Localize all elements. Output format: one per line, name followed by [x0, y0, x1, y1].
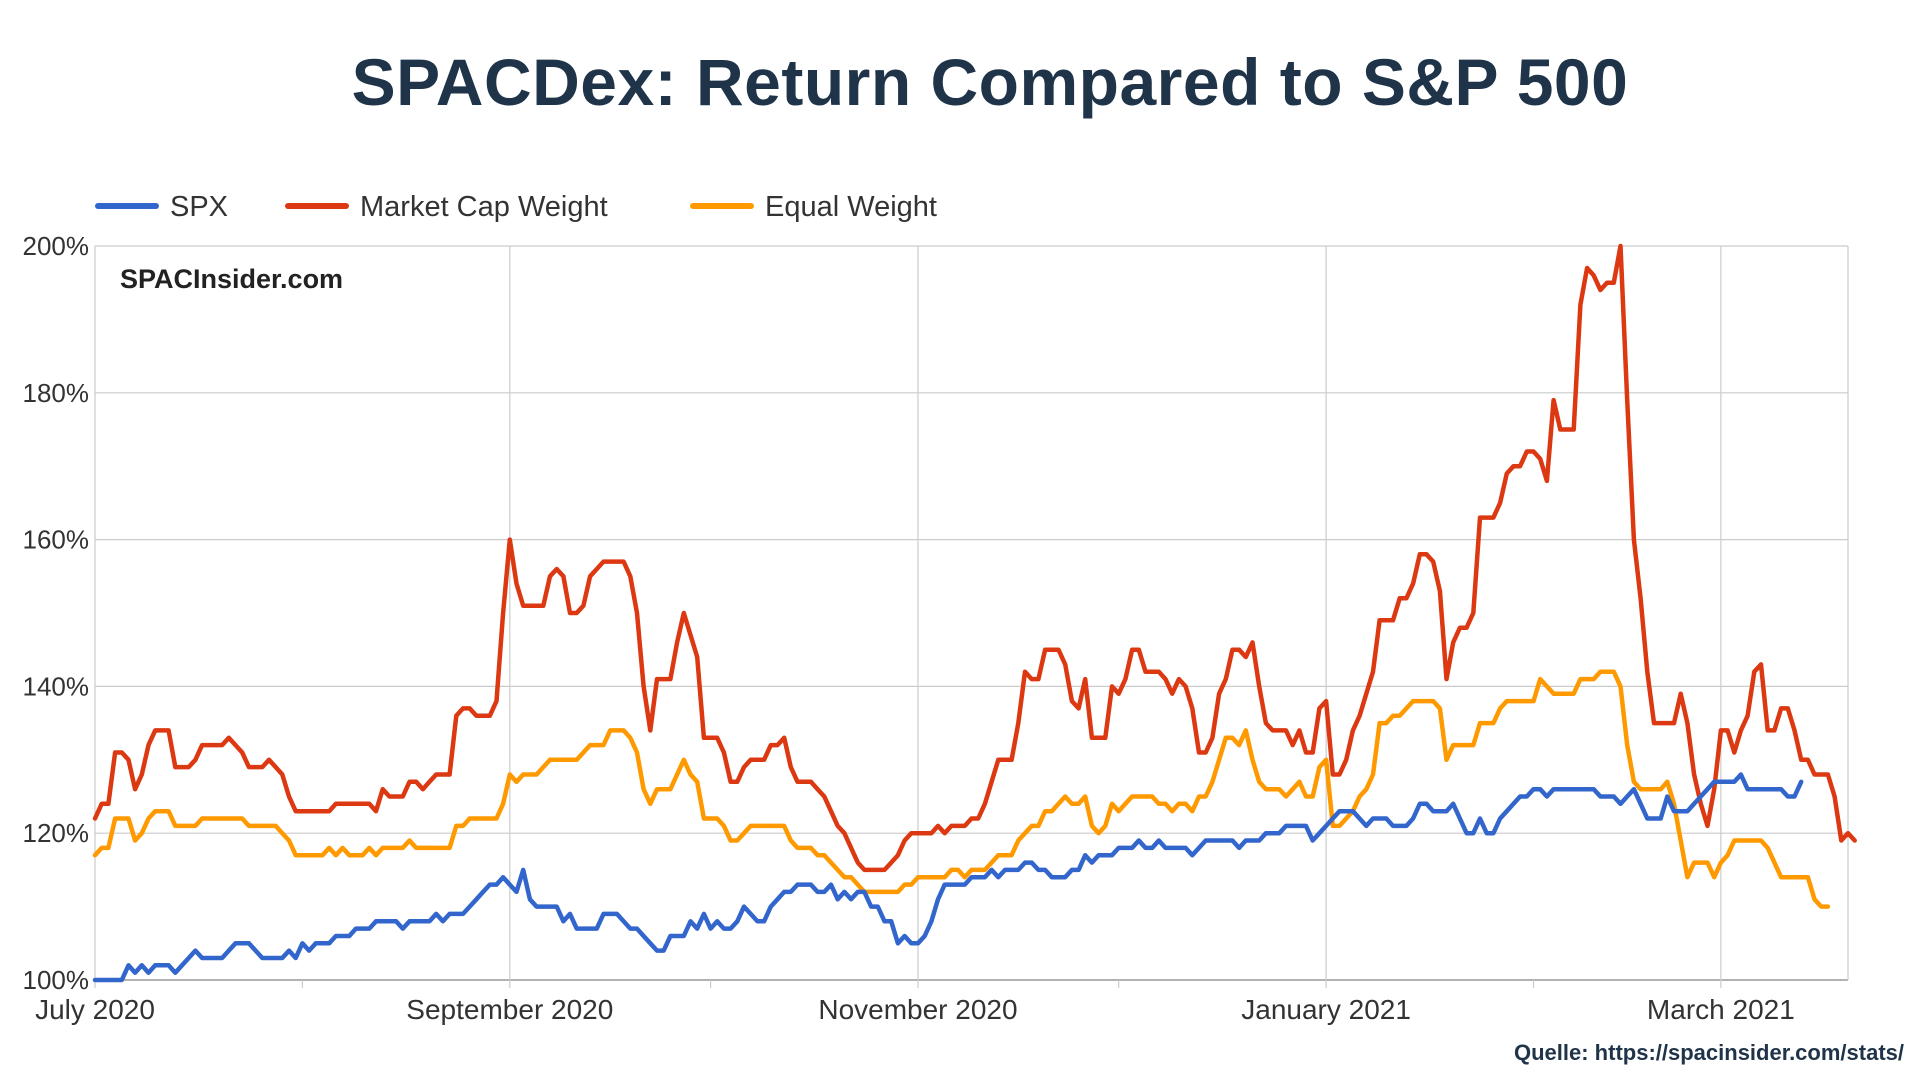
legend-label: Market Cap Weight: [360, 191, 608, 223]
page-title: SPACDex: Return Compared to S&P 500: [351, 45, 1629, 119]
y-tick-label: 140%: [23, 671, 90, 701]
x-tick-label: January 2021: [1241, 994, 1411, 1025]
x-tick-label: September 2020: [406, 994, 613, 1025]
x-tick-label: July 2020: [35, 994, 155, 1025]
y-tick-label: 180%: [23, 378, 90, 408]
grid: [94, 245, 1849, 981]
line-chart: 100% 120% 140% 160% 180% 200% July 2020 Septemb…: [23, 191, 1857, 1025]
y-tick-label: 120%: [23, 818, 90, 848]
legend-label: SPX: [170, 191, 228, 223]
y-tick-label: 200%: [23, 231, 90, 261]
series-lines: [92, 243, 1857, 983]
series-line-market-cap-weight: [92, 243, 1857, 873]
watermark: SPACInsider.com: [120, 264, 343, 294]
series-line-spx: [92, 772, 1804, 983]
x-tick-label: March 2021: [1647, 994, 1795, 1025]
x-tick-label: November 2020: [818, 994, 1017, 1025]
legend: SPX Market Cap Weight Equal Weight: [95, 191, 937, 223]
axes: 100% 120% 140% 160% 180% 200% July 2020 Septemb…: [23, 231, 1795, 1025]
series-line-equal-weight: [92, 669, 1831, 909]
source-note: Quelle: https://spacinsider.com/stats/: [1514, 1040, 1904, 1065]
legend-label: Equal Weight: [765, 191, 937, 223]
y-tick-label: 100%: [23, 965, 90, 995]
y-tick-label: 160%: [23, 525, 90, 555]
